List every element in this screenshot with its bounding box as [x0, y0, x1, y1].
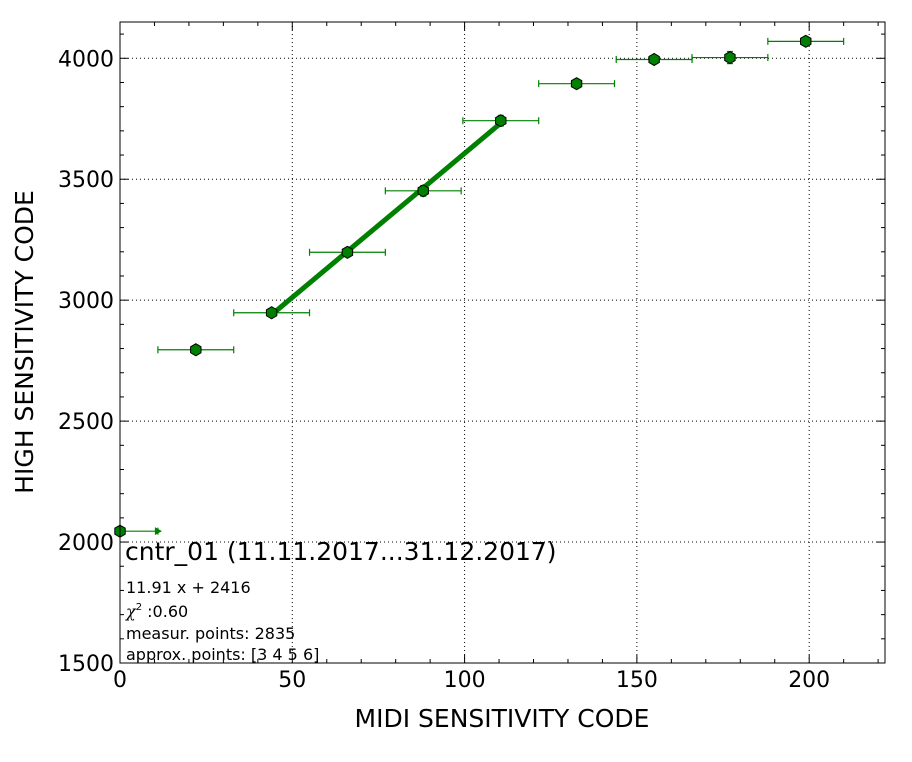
y-tick-label: 1500 — [58, 652, 114, 677]
y-axis-label: HIGH SENSITIVITY CODE — [10, 190, 39, 494]
data-point — [384, 184, 462, 198]
x-tick-label: 0 — [113, 668, 127, 693]
data-point — [308, 245, 386, 259]
chi-superscript: 2 — [136, 602, 142, 613]
y-tick-labels: 1500 2000 2500 3000 3500 4000 — [58, 47, 114, 677]
x-axis-label: MIDI SENSITIVITY CODE — [355, 704, 650, 733]
major-ticks — [119, 22, 885, 664]
y-tick-label: 4000 — [58, 47, 114, 72]
x-error-arrow — [154, 527, 162, 536]
annotation-box: cntr_01 (11.11.2017...31.12.2017) 11.91 … — [125, 537, 557, 664]
minor-ticks — [120, 22, 885, 663]
data-point — [114, 524, 162, 538]
chi-value: :0.60 — [142, 602, 188, 621]
point-marker — [648, 52, 660, 67]
point-marker — [495, 114, 507, 128]
y-tick-label: 3500 — [58, 168, 114, 193]
plot-area-frame — [119, 21, 886, 664]
point-marker — [724, 50, 736, 65]
annotation-chi-square: χ2 :0.60 — [125, 602, 188, 621]
x-tick-labels: 0 50 100 150 200 — [113, 668, 830, 693]
annotation-title: cntr_01 (11.11.2017...31.12.2017) — [125, 537, 557, 566]
fit-line-layer — [270, 121, 503, 317]
point-marker — [570, 77, 583, 91]
y-tick-label: 2000 — [58, 531, 114, 556]
data-point — [157, 343, 235, 357]
data-points-layer — [114, 34, 845, 538]
data-point — [233, 306, 311, 320]
y-tick-label: 2500 — [58, 410, 114, 435]
grid — [120, 22, 885, 663]
point-marker — [265, 306, 278, 320]
x-tick-label: 50 — [278, 668, 306, 693]
data-point — [767, 34, 845, 48]
x-tick-label: 100 — [444, 668, 486, 693]
annotation-equation: 11.91 x + 2416 — [126, 578, 251, 597]
annotation-measur-points: measur. points: 2835 — [126, 624, 295, 643]
data-point — [462, 114, 540, 128]
point-marker — [800, 34, 812, 48]
data-point — [538, 77, 616, 91]
x-tick-label: 200 — [788, 668, 830, 693]
annotation-approx-points: approx. points: [3 4 5 6] — [126, 645, 319, 664]
x-tick-label: 150 — [616, 668, 658, 693]
point-marker — [341, 245, 354, 259]
point-marker — [417, 184, 429, 198]
fit-line — [270, 121, 503, 317]
y-tick-label: 3000 — [58, 289, 114, 314]
chi-symbol: χ — [125, 602, 137, 621]
data-point — [615, 52, 693, 67]
point-marker — [190, 343, 202, 357]
data-point — [691, 50, 769, 65]
